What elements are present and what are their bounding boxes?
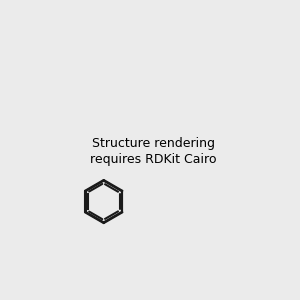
Text: Structure rendering
requires RDKit Cairo: Structure rendering requires RDKit Cairo	[91, 137, 217, 166]
